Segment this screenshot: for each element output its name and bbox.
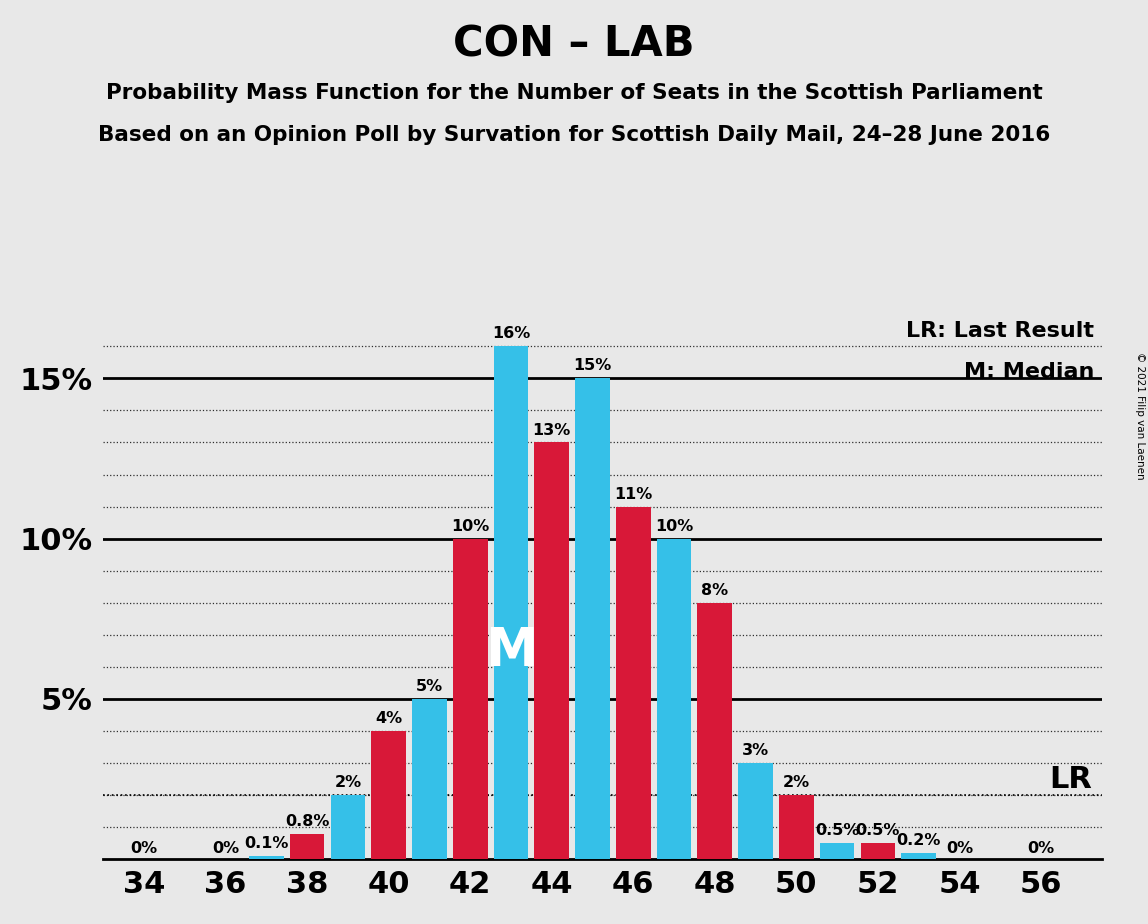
Text: 2%: 2%: [334, 775, 362, 790]
Bar: [289, 833, 325, 859]
Text: 0.5%: 0.5%: [855, 823, 900, 838]
Bar: [861, 844, 895, 859]
Text: Based on an Opinion Poll by Survation for Scottish Daily Mail, 24–28 June 2016: Based on an Opinion Poll by Survation fo…: [98, 125, 1050, 145]
Text: 11%: 11%: [614, 487, 652, 502]
Text: 0%: 0%: [131, 841, 157, 857]
Bar: [331, 796, 365, 859]
Text: M: M: [484, 625, 537, 677]
Text: 10%: 10%: [451, 519, 489, 534]
Bar: [575, 378, 610, 859]
Bar: [412, 699, 447, 859]
Bar: [657, 539, 691, 859]
Text: © 2021 Filip van Laenen: © 2021 Filip van Laenen: [1135, 352, 1145, 480]
Text: 13%: 13%: [533, 422, 571, 438]
Bar: [494, 346, 528, 859]
Text: 0%: 0%: [946, 841, 974, 857]
Text: 0%: 0%: [1027, 841, 1055, 857]
Bar: [249, 857, 284, 859]
Text: 16%: 16%: [491, 326, 530, 342]
Text: LR: Last Result: LR: Last Result: [906, 321, 1094, 341]
Text: Probability Mass Function for the Number of Seats in the Scottish Parliament: Probability Mass Function for the Number…: [106, 83, 1042, 103]
Text: 0.2%: 0.2%: [897, 833, 941, 848]
Bar: [820, 844, 854, 859]
Text: 8%: 8%: [701, 583, 728, 598]
Text: 0%: 0%: [212, 841, 239, 857]
Bar: [616, 506, 651, 859]
Text: 0.1%: 0.1%: [245, 836, 288, 851]
Text: 4%: 4%: [375, 711, 402, 726]
Text: M: Median: M: Median: [963, 362, 1094, 383]
Text: 3%: 3%: [742, 743, 769, 759]
Bar: [371, 731, 406, 859]
Bar: [901, 853, 936, 859]
Text: 2%: 2%: [783, 775, 809, 790]
Text: LR: LR: [1049, 764, 1092, 794]
Bar: [779, 796, 814, 859]
Bar: [535, 443, 569, 859]
Text: CON – LAB: CON – LAB: [453, 23, 695, 65]
Text: 10%: 10%: [654, 519, 693, 534]
Bar: [452, 539, 488, 859]
Text: 5%: 5%: [416, 679, 443, 694]
Bar: [698, 602, 732, 859]
Text: 0.5%: 0.5%: [815, 823, 860, 838]
Text: 15%: 15%: [573, 359, 612, 373]
Text: 0.8%: 0.8%: [285, 814, 329, 829]
Bar: [738, 763, 773, 859]
